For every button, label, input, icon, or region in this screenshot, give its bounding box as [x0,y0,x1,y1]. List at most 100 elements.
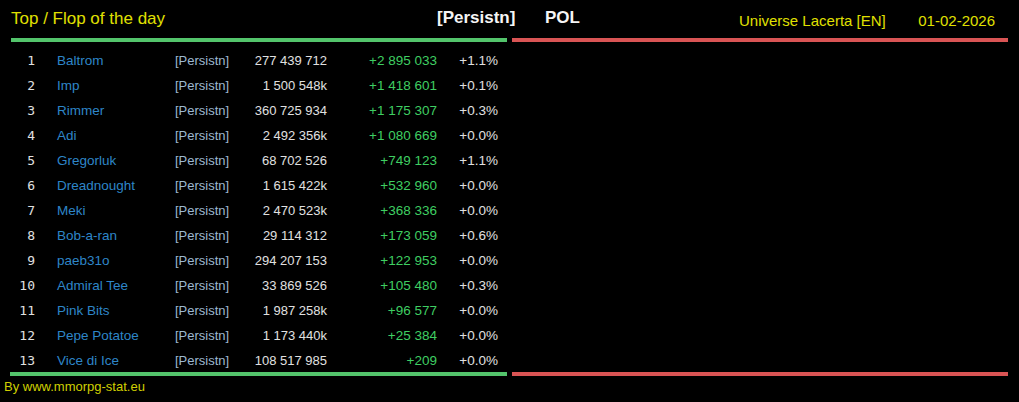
player-name-link[interactable]: Gregorluk [35,148,175,173]
rank-cell: 7 [0,198,35,223]
top-divider-red [512,38,1008,42]
points-change: +1 175 307 [327,98,437,123]
table-row: 10 Admiral Tee [Persistn] 33 869 526 +10… [0,273,500,298]
rank-cell: 8 [0,223,35,248]
points-change: +2 895 033 [327,48,437,73]
points-value: 2 492 356k [235,123,327,148]
rank-cell: 9 [0,248,35,273]
alliance-tag-cell: [Persistn] [175,248,235,273]
percent-change: +1.1% [437,148,498,173]
player-name-link[interactable]: Pepe Potatoe [35,323,175,348]
country-label: POL [545,8,580,28]
table-row: 8 Bob-a-ran [Persistn] 29 114 312 +173 0… [0,223,500,248]
percent-change: +0.0% [437,123,498,148]
points-change: +105 480 [327,273,437,298]
alliance-tag-cell: [Persistn] [175,173,235,198]
points-change: +368 336 [327,198,437,223]
table-row: 11 Pink Bits [Persistn] 1 987 258k +96 5… [0,298,500,323]
table-row: 6 Dreadnought [Persistn] 1 615 422k +532… [0,173,500,198]
percent-change: +1.1% [437,48,498,73]
alliance-tag-cell: [Persistn] [175,98,235,123]
rank-cell: 1 [0,48,35,73]
table-row: 9 paeb31o [Persistn] 294 207 153 +122 95… [0,248,500,273]
table-row: 4 Adi [Persistn] 2 492 356k +1 080 669 +… [0,123,500,148]
date-label: 01-02-2026 [918,12,995,29]
bottom-divider-red [512,372,1008,376]
table-row: 3 Rimmer [Persistn] 360 725 934 +1 175 3… [0,98,500,123]
player-name-link[interactable]: Imp [35,73,175,98]
points-change: +749 123 [327,148,437,173]
points-value: 2 470 523k [235,198,327,223]
player-name-link[interactable]: Pink Bits [35,298,175,323]
rank-cell: 4 [0,123,35,148]
rank-cell: 5 [0,148,35,173]
rank-cell: 6 [0,173,35,198]
table-row: 5 Gregorluk [Persistn] 68 702 526 +749 1… [0,148,500,173]
alliance-tag-cell: [Persistn] [175,348,235,373]
points-value: 1 615 422k [235,173,327,198]
ranking-table: 1 Baltrom [Persistn] 277 439 712 +2 895 … [0,48,500,373]
percent-change: +0.0% [437,198,498,223]
points-change: +1 418 601 [327,73,437,98]
bottom-divider-green [10,372,507,376]
points-value: 33 869 526 [235,273,327,298]
page-title: Top / Flop of the day [11,9,165,29]
credit-link[interactable]: By www.mmorpg-stat.eu [4,379,145,394]
table-row: 12 Pepe Potatoe [Persistn] 1 173 440k +2… [0,323,500,348]
rank-cell: 13 [0,348,35,373]
alliance-tag-cell: [Persistn] [175,148,235,173]
table-row: 2 Imp [Persistn] 1 500 548k +1 418 601 +… [0,73,500,98]
percent-change: +0.3% [437,98,498,123]
points-change: +209 [327,348,437,373]
universe-label: Universe Lacerta [EN] [739,12,886,29]
points-change: +532 960 [327,173,437,198]
player-name-link[interactable]: Dreadnought [35,173,175,198]
points-value: 68 702 526 [235,148,327,173]
percent-change: +0.0% [437,173,498,198]
player-name-link[interactable]: paeb31o [35,248,175,273]
rank-cell: 3 [0,98,35,123]
player-name-link[interactable]: Vice di Ice [35,348,175,373]
alliance-tag-cell: [Persistn] [175,123,235,148]
points-change: +96 577 [327,298,437,323]
player-name-link[interactable]: Rimmer [35,98,175,123]
points-change: +1 080 669 [327,123,437,148]
table-row: 1 Baltrom [Persistn] 277 439 712 +2 895 … [0,48,500,73]
points-change: +173 059 [327,223,437,248]
top-divider-green [11,38,507,42]
points-value: 1 987 258k [235,298,327,323]
alliance-tag-cell: [Persistn] [175,298,235,323]
player-name-link[interactable]: Baltrom [35,48,175,73]
points-value: 1 173 440k [235,323,327,348]
player-name-link[interactable]: Admiral Tee [35,273,175,298]
alliance-tag-cell: [Persistn] [175,323,235,348]
table-row: 13 Vice di Ice [Persistn] 108 517 985 +2… [0,348,500,373]
alliance-tag-cell: [Persistn] [175,273,235,298]
points-value: 29 114 312 [235,223,327,248]
alliance-tag-cell: [Persistn] [175,48,235,73]
rank-cell: 11 [0,298,35,323]
top-flop-page: Top / Flop of the day [Persistn] POL Uni… [0,0,1019,402]
points-value: 108 517 985 [235,348,327,373]
alliance-tag-header: [Persistn] [437,8,515,28]
table-row: 7 Meki [Persistn] 2 470 523k +368 336 +0… [0,198,500,223]
points-value: 360 725 934 [235,98,327,123]
alliance-tag-cell: [Persistn] [175,73,235,98]
rank-cell: 2 [0,73,35,98]
percent-change: +0.0% [437,323,498,348]
player-name-link[interactable]: Meki [35,198,175,223]
points-value: 1 500 548k [235,73,327,98]
points-value: 294 207 153 [235,248,327,273]
percent-change: +0.1% [437,73,498,98]
alliance-tag-cell: [Persistn] [175,198,235,223]
player-name-link[interactable]: Adi [35,123,175,148]
rank-cell: 12 [0,323,35,348]
points-change: +25 384 [327,323,437,348]
percent-change: +0.3% [437,273,498,298]
points-value: 277 439 712 [235,48,327,73]
player-name-link[interactable]: Bob-a-ran [35,223,175,248]
percent-change: +0.0% [437,248,498,273]
rank-cell: 10 [0,273,35,298]
percent-change: +0.0% [437,348,498,373]
points-change: +122 953 [327,248,437,273]
